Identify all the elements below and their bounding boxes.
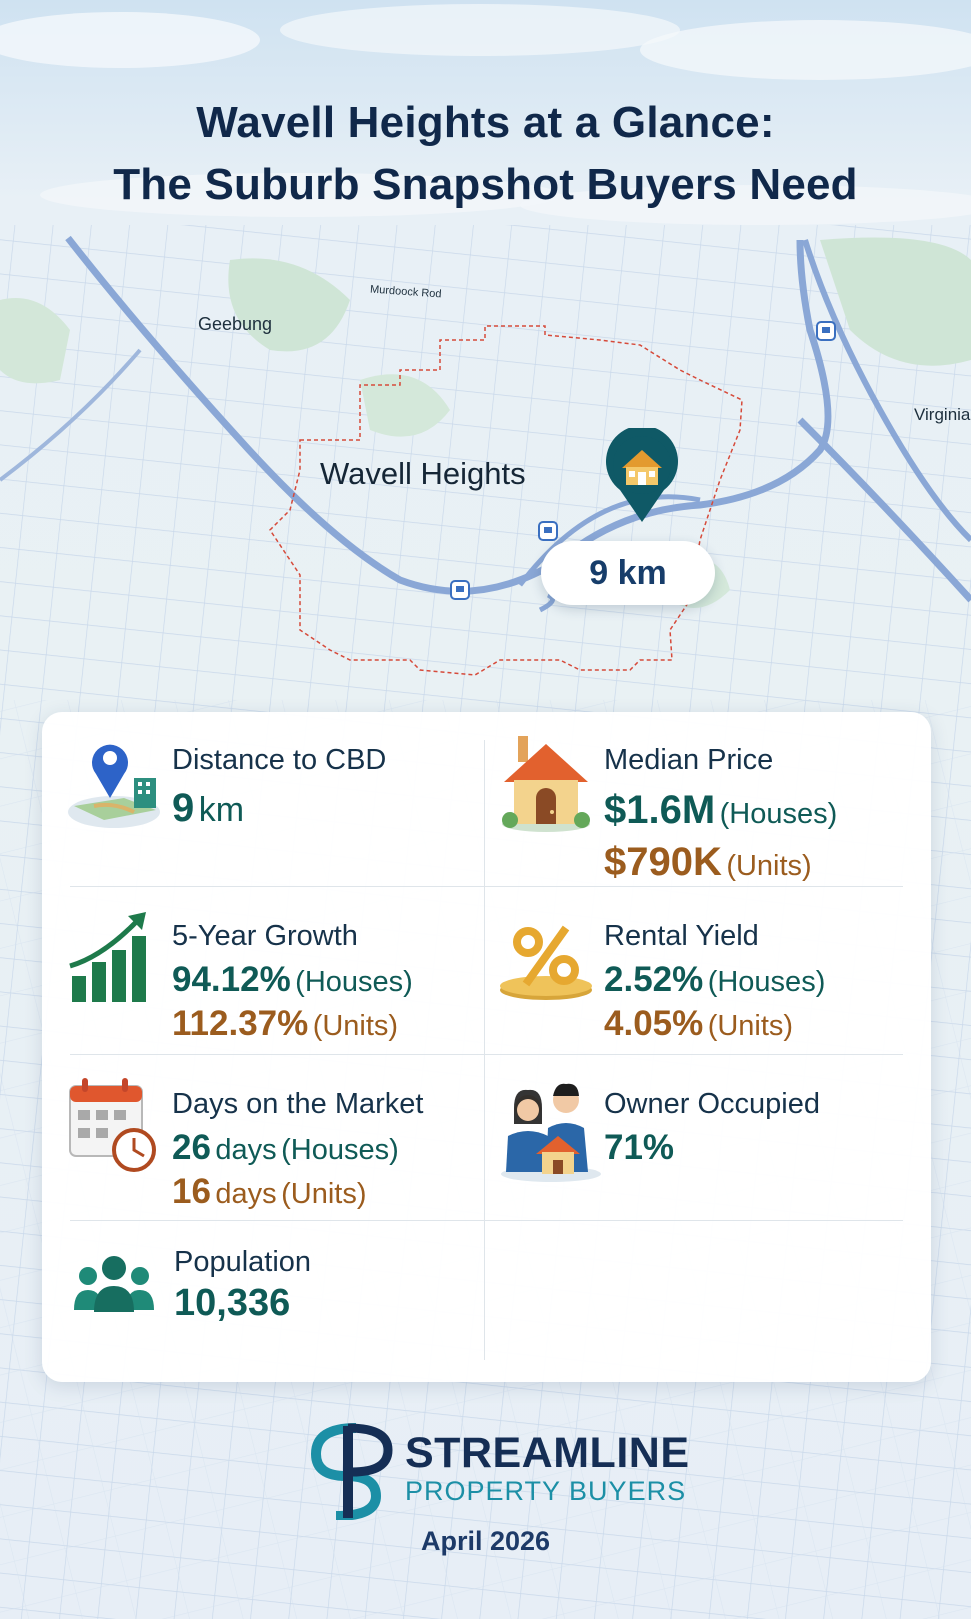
distance-label: Distance to CBD — [172, 744, 387, 776]
row-divider — [70, 886, 903, 887]
map-label-geebung: Geebung — [198, 314, 273, 334]
days-houses-suffix: (Houses) — [281, 1134, 399, 1166]
bus-stop-icon — [450, 580, 470, 600]
days-houses-value: 26 — [172, 1128, 211, 1167]
stats-card: Distance to CBD 9 km Median Price $1.6M … — [42, 712, 931, 1382]
median-houses-value: $1.6M — [604, 788, 716, 832]
map-label-suburb: Wavell Heights — [320, 456, 526, 491]
population-label: Population — [174, 1246, 312, 1278]
yield-units-suffix: (Units) — [707, 1010, 794, 1042]
owner-value: 71% — [604, 1128, 675, 1167]
growth-label: 5-Year Growth — [172, 920, 358, 952]
column-divider — [484, 740, 485, 1360]
row-divider — [70, 1220, 903, 1221]
days-units-unit: days — [215, 1178, 277, 1210]
distance-value: 9 — [172, 786, 195, 830]
owner-label: Owner Occupied — [604, 1088, 820, 1120]
calendar-clock-icon — [69, 1078, 156, 1172]
publish-date: April 2026 — [420, 1526, 551, 1556]
days-label: Days on the Market — [172, 1088, 424, 1120]
median-houses-suffix: (Houses) — [719, 798, 838, 830]
yield-houses-value: 2.52% — [604, 960, 704, 999]
growth-houses-value: 94.12% — [172, 960, 291, 999]
map-label-virginia: Virginia — [914, 405, 971, 424]
percent-icon — [500, 925, 592, 1000]
growth-chart-icon — [69, 912, 146, 1002]
median-units-value: $790K — [604, 840, 722, 884]
median-units-suffix: (Units) — [726, 850, 812, 882]
row-divider — [70, 1054, 903, 1055]
yield-label: Rental Yield — [604, 920, 759, 952]
map-pin-icon — [68, 744, 160, 828]
growth-units-value: 112.37% — [172, 1004, 309, 1043]
house-icon — [502, 736, 590, 832]
days-houses-unit: days — [215, 1134, 277, 1166]
bus-stop-icon — [538, 521, 558, 541]
days-units-suffix: (Units) — [281, 1178, 367, 1210]
population-value: 10,336 — [174, 1282, 291, 1324]
brand-name: STREAMLINE — [405, 1429, 690, 1477]
title-line-2: The Suburb Snapshot Buyers Need — [113, 160, 858, 209]
yield-units-value: 4.05% — [604, 1004, 704, 1043]
family-home-icon — [501, 1083, 601, 1182]
median-label: Median Price — [604, 744, 774, 776]
growth-units-suffix: (Units) — [312, 1010, 399, 1042]
days-units-value: 16 — [172, 1172, 211, 1211]
yield-houses-suffix: (Houses) — [707, 966, 826, 998]
page-title: Wavell Heights at a Glance: The Suburb S… — [0, 92, 971, 216]
brand-logo — [310, 1423, 393, 1520]
house-pin-icon — [606, 428, 678, 522]
bus-stop-icon — [816, 321, 836, 341]
distance-badge: 9 km — [541, 541, 715, 605]
growth-houses-suffix: (Houses) — [295, 966, 413, 998]
distance-unit: km — [198, 791, 245, 829]
people-icon — [74, 1256, 154, 1312]
title-line-1: Wavell Heights at a Glance: — [196, 98, 775, 147]
brand-subtitle: PROPERTY BUYERS — [405, 1476, 687, 1506]
